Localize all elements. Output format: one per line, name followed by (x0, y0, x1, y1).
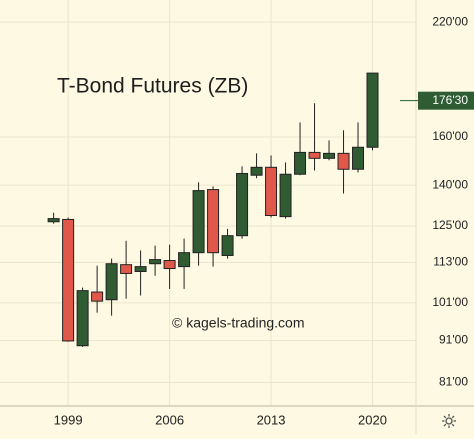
candle-body (91, 291, 104, 302)
y-tick-label: 160'00 (432, 129, 468, 143)
candle-body (236, 172, 249, 237)
chart-title: T-Bond Futures (ZB) (57, 75, 248, 98)
candle-body (76, 290, 89, 347)
y-tick-label: 220'00 (432, 14, 468, 28)
candle-body (178, 252, 191, 268)
last-price-label: 176'30 (432, 93, 468, 107)
y-tick-label: 81'00 (439, 375, 468, 389)
candle-body (207, 189, 220, 254)
settings-icon-spokes (442, 414, 456, 428)
candle-body (120, 264, 133, 274)
candle-body (352, 146, 365, 170)
x-tick-label: 2020 (358, 412, 387, 427)
y-tick-label: 140'00 (432, 177, 468, 191)
candle-body (105, 263, 118, 301)
x-tick-label: 2013 (257, 412, 286, 427)
candle-body (337, 152, 350, 170)
settings-icon-center (445, 417, 453, 425)
candle-body (294, 151, 307, 175)
y-tick-label: 113'00 (433, 255, 468, 269)
candle-body (192, 190, 205, 254)
y-tick-label: 125'00 (432, 218, 468, 232)
x-tick-label: 2006 (155, 412, 184, 427)
candle-body (62, 218, 75, 342)
candle-body (134, 266, 147, 272)
candle-body (221, 235, 234, 256)
candles (47, 72, 379, 347)
candle-body (265, 166, 278, 217)
candle-body (279, 173, 292, 218)
candle-body (250, 166, 263, 176)
candle-body (323, 152, 336, 159)
settings-icon[interactable] (442, 414, 456, 428)
last-price-box (418, 91, 474, 110)
candle-body (163, 260, 176, 270)
candle-body (47, 218, 60, 223)
watermark: © kagels-trading.com (172, 315, 304, 331)
y-tick-label: 91'00 (439, 333, 468, 347)
x-tick-label: 1999 (54, 412, 83, 427)
candle-body (149, 259, 162, 265)
y-tick-label: 101'00 (432, 295, 468, 309)
candle-body (366, 72, 379, 148)
candle-body (308, 151, 321, 159)
